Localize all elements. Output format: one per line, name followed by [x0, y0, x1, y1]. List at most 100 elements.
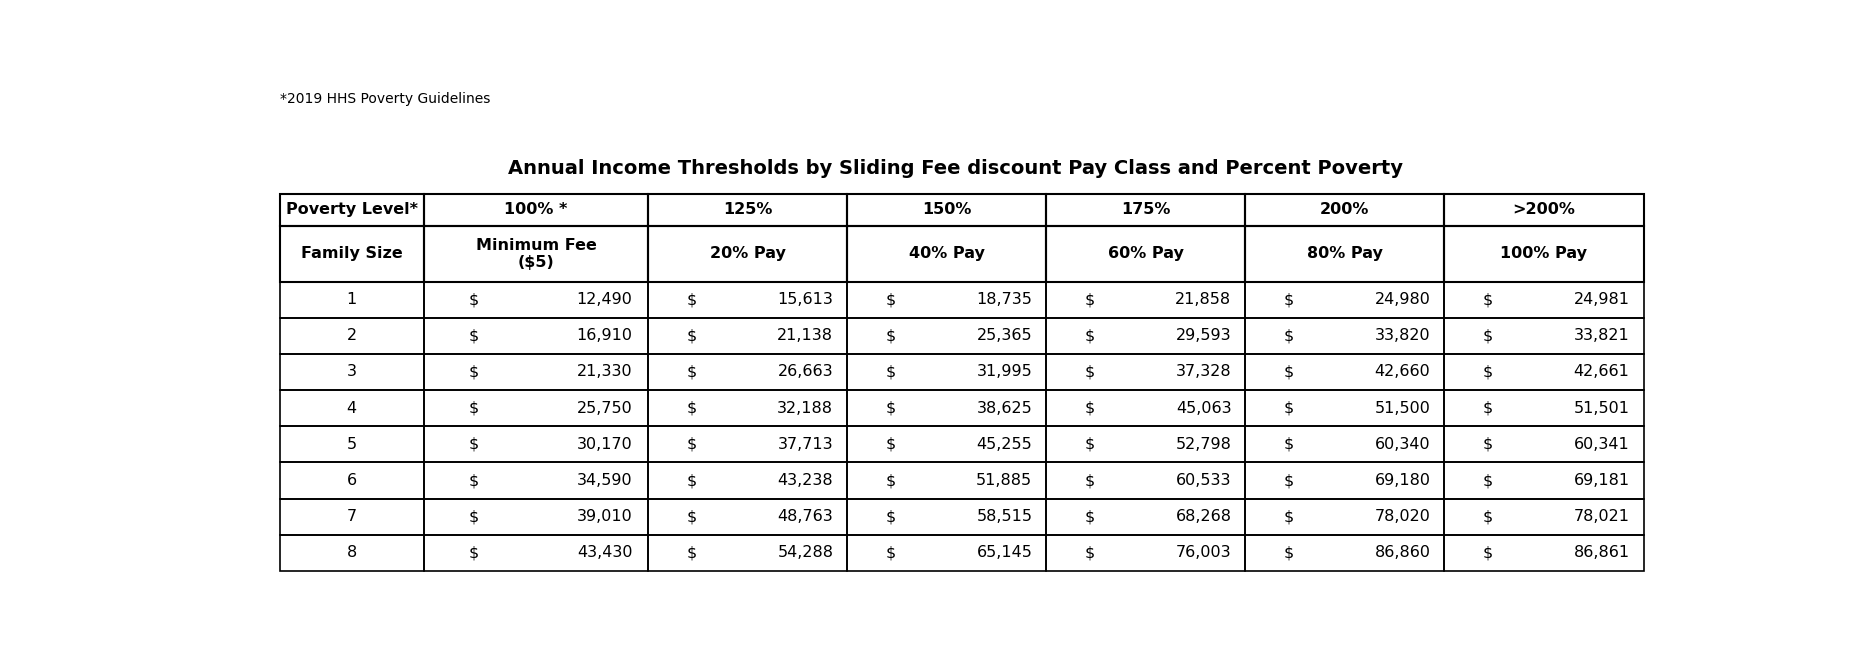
Text: 51,500: 51,500: [1374, 401, 1430, 416]
Bar: [848, 318, 1046, 354]
Bar: [280, 499, 423, 535]
Text: Family Size: Family Size: [300, 246, 403, 261]
Text: $: $: [468, 364, 479, 379]
Text: $: $: [686, 329, 697, 344]
Text: 21,330: 21,330: [576, 364, 632, 379]
Text: 100% *: 100% *: [505, 202, 569, 217]
Bar: [1245, 535, 1445, 571]
Text: 65,145: 65,145: [977, 546, 1033, 561]
Text: $: $: [1284, 292, 1294, 307]
Bar: [1245, 318, 1445, 354]
Text: $: $: [468, 437, 479, 452]
Text: 60,533: 60,533: [1176, 473, 1232, 488]
Bar: [280, 194, 423, 226]
Bar: [1046, 282, 1245, 318]
Text: 7: 7: [347, 509, 356, 524]
Bar: [1445, 354, 1644, 390]
Bar: [280, 390, 423, 426]
Bar: [649, 462, 848, 499]
Text: $: $: [885, 329, 897, 344]
Text: $: $: [1484, 329, 1493, 344]
Text: 51,885: 51,885: [977, 473, 1033, 488]
Text: 200%: 200%: [1320, 202, 1370, 217]
Bar: [423, 499, 649, 535]
Bar: [848, 535, 1046, 571]
Bar: [1245, 426, 1445, 462]
Bar: [848, 226, 1046, 282]
Text: 5: 5: [347, 437, 356, 452]
Text: 43,238: 43,238: [777, 473, 833, 488]
Bar: [649, 318, 848, 354]
Bar: [423, 535, 649, 571]
Text: $: $: [1284, 473, 1294, 488]
Text: 42,660: 42,660: [1376, 364, 1430, 379]
Bar: [1445, 194, 1644, 226]
Bar: [1046, 499, 1245, 535]
Text: $: $: [468, 329, 479, 344]
Text: Minimum Fee
($5): Minimum Fee ($5): [475, 237, 596, 270]
Text: $: $: [885, 509, 897, 524]
Text: $: $: [686, 401, 697, 416]
Bar: [423, 426, 649, 462]
Text: 69,180: 69,180: [1374, 473, 1430, 488]
Bar: [649, 535, 848, 571]
Bar: [423, 390, 649, 426]
Text: 2: 2: [347, 329, 356, 344]
Bar: [1445, 535, 1644, 571]
Bar: [280, 426, 423, 462]
Text: $: $: [1484, 364, 1493, 379]
Bar: [1245, 226, 1445, 282]
Bar: [1046, 194, 1245, 226]
Bar: [423, 462, 649, 499]
Text: $: $: [1284, 437, 1294, 452]
Text: $: $: [468, 509, 479, 524]
Bar: [1445, 426, 1644, 462]
Text: 69,181: 69,181: [1573, 473, 1629, 488]
Bar: [1046, 426, 1245, 462]
Text: 60,341: 60,341: [1573, 437, 1629, 452]
Text: 51,501: 51,501: [1573, 401, 1629, 416]
Bar: [848, 462, 1046, 499]
Bar: [1046, 354, 1245, 390]
Bar: [1046, 226, 1245, 282]
Text: $: $: [885, 473, 897, 488]
Text: 43,430: 43,430: [578, 546, 632, 561]
Text: $: $: [468, 292, 479, 307]
Text: $: $: [885, 401, 897, 416]
Bar: [1245, 194, 1445, 226]
Text: 42,661: 42,661: [1573, 364, 1629, 379]
Text: $: $: [686, 437, 697, 452]
Text: 60,340: 60,340: [1376, 437, 1430, 452]
Text: 100% Pay: 100% Pay: [1501, 246, 1588, 261]
Bar: [848, 499, 1046, 535]
Text: $: $: [1085, 329, 1096, 344]
Text: 18,735: 18,735: [977, 292, 1033, 307]
Text: 16,910: 16,910: [576, 329, 632, 344]
Bar: [1046, 535, 1245, 571]
Bar: [1445, 226, 1644, 282]
Text: 39,010: 39,010: [576, 509, 632, 524]
Bar: [1245, 462, 1445, 499]
Text: 8: 8: [347, 546, 356, 561]
Text: $: $: [1284, 546, 1294, 561]
Text: 6: 6: [347, 473, 356, 488]
Text: 48,763: 48,763: [777, 509, 833, 524]
Text: $: $: [1484, 546, 1493, 561]
Bar: [649, 426, 848, 462]
Text: $: $: [1085, 364, 1096, 379]
Text: 150%: 150%: [923, 202, 971, 217]
Text: $: $: [1085, 473, 1096, 488]
Text: 80% Pay: 80% Pay: [1307, 246, 1383, 261]
Text: $: $: [1484, 292, 1493, 307]
Text: Poverty Level*: Poverty Level*: [285, 202, 418, 217]
Bar: [1445, 390, 1644, 426]
Bar: [1445, 282, 1644, 318]
Bar: [1445, 462, 1644, 499]
Text: >200%: >200%: [1512, 202, 1575, 217]
Text: 68,268: 68,268: [1176, 509, 1232, 524]
Bar: [280, 226, 423, 282]
Text: 4: 4: [347, 401, 356, 416]
Bar: [280, 462, 423, 499]
Text: 125%: 125%: [723, 202, 772, 217]
Bar: [848, 426, 1046, 462]
